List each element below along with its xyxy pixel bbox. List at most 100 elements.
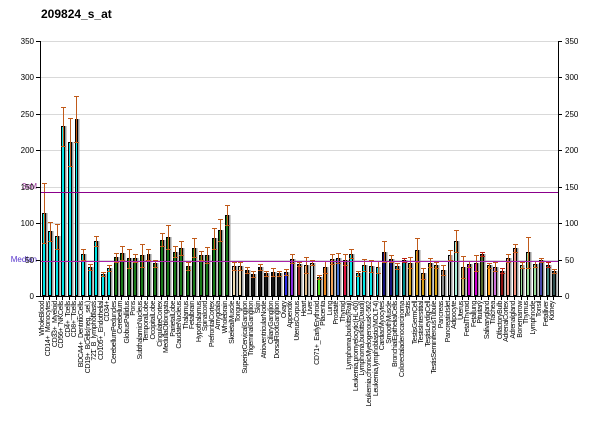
x-axis-tick bbox=[252, 297, 254, 300]
y-axis-tick-right bbox=[558, 223, 562, 225]
gridline-250 bbox=[41, 113, 558, 115]
y-axis-tick-right bbox=[558, 259, 562, 261]
error-cap-bottom-TestisGermCell bbox=[414, 261, 420, 263]
error-bar-Lymphoma,burkitts(Daudi) bbox=[364, 258, 366, 271]
error-cap-top-Tongue bbox=[238, 262, 244, 264]
error-bar-SuperiorCervicalGanglion bbox=[246, 266, 248, 273]
y-axis-label-right: 250 bbox=[565, 109, 579, 119]
error-bar-Pancreas bbox=[442, 264, 444, 275]
error-bar-GlobusPallidus bbox=[128, 248, 130, 268]
x-axis-tick bbox=[114, 297, 116, 300]
error-cap-bottom-OccipitalLobe bbox=[153, 266, 159, 268]
y-axis-tick-left bbox=[36, 41, 40, 42]
x-axis-tick bbox=[127, 297, 129, 300]
error-cap-bottom-Salivarygland bbox=[486, 267, 492, 269]
error-cap-top-Tonsil bbox=[539, 258, 545, 260]
error-bar-Thalamus bbox=[187, 262, 189, 270]
error-bar-PancreaticIslet bbox=[449, 250, 451, 261]
error-cap-bottom-FetalThyroid bbox=[467, 266, 473, 268]
error-cap-bottom-Uterus bbox=[460, 277, 466, 279]
x-axis-tick bbox=[95, 297, 97, 300]
x-axis-tick bbox=[389, 297, 391, 300]
y-axis-tick-right bbox=[558, 113, 562, 115]
bar-Kidney bbox=[552, 271, 557, 296]
error-bar-BronchialEpithelialCells bbox=[397, 263, 399, 270]
error-bar-TrigeminalGanglion bbox=[253, 271, 255, 278]
x-axis-tick bbox=[180, 297, 182, 300]
error-cap-bottom-SubthalamicNucleus bbox=[139, 266, 145, 268]
error-cap-bottom-Leukemia,lymphoblastic(MOLT-4) bbox=[375, 272, 381, 274]
error-cap-bottom-Leukemia,chronicMyelogenousK-562 bbox=[368, 271, 374, 273]
error-cap-bottom-CD105+_Endothelial bbox=[100, 276, 106, 278]
error-cap-top-Leukemia,chronicMyelogenousK-562 bbox=[368, 260, 374, 262]
gridline-300 bbox=[41, 77, 558, 79]
error-bar-AtrioventricularNode bbox=[266, 271, 268, 276]
error-bar-Leukemia,promyelocytic(HL-60) bbox=[357, 271, 359, 276]
y-axis-label-right: 50 bbox=[565, 255, 574, 265]
y-axis-tick-left bbox=[36, 223, 40, 225]
x-axis-tick bbox=[500, 297, 502, 300]
x-axis-tick bbox=[487, 297, 489, 300]
x-axis-tick bbox=[356, 297, 358, 300]
error-bar-Leukemia,lymphoblastic(MOLT-4) bbox=[377, 261, 379, 273]
bar-Adrenalgland bbox=[512, 247, 517, 296]
x-axis-tick bbox=[219, 297, 221, 300]
bar-CD105+_Endothelial bbox=[100, 274, 105, 296]
error-cap-top-Pancreas bbox=[440, 264, 446, 266]
x-axis-tick bbox=[298, 297, 299, 300]
error-cap-bottom-Placenta bbox=[323, 272, 329, 274]
error-cap-top-Spinalcord bbox=[205, 247, 211, 249]
error-bar-Placenta bbox=[325, 261, 327, 273]
error-cap-bottom-DorsalRootGanglion bbox=[277, 275, 283, 277]
bar-Pons bbox=[133, 258, 138, 296]
y-axis-label-left: 350 bbox=[20, 37, 34, 46]
error-cap-bottom-Bonemarrow bbox=[519, 267, 525, 269]
bar-PancreaticIslet bbox=[447, 255, 452, 296]
x-axis-tick bbox=[324, 297, 326, 300]
error-cap-bottom-PrefrontalCortex bbox=[211, 248, 217, 250]
error-cap-bottom-PancreaticIslet bbox=[447, 260, 453, 262]
error-cap-top-CerebellumPeduncles bbox=[113, 253, 119, 254]
x-axis-tick bbox=[42, 297, 44, 300]
y-axis-tick-right bbox=[558, 186, 562, 188]
x-axis-tick bbox=[55, 297, 57, 300]
y-axis-tick-right bbox=[558, 150, 562, 152]
error-cap-bottom-Leukemia,promyelocytic(HL-60) bbox=[355, 275, 361, 277]
error-cap-bottom-ParietalLobe bbox=[172, 256, 178, 258]
bar-SuperiorCervicalGanglion bbox=[244, 269, 249, 296]
y-axis-label-right: 100 bbox=[565, 219, 579, 229]
error-bar-SmoothMuscle bbox=[390, 255, 392, 263]
x-axis-tick bbox=[258, 297, 260, 300]
error-cap-bottom-SkeletalMuscle bbox=[231, 269, 237, 271]
error-cap-bottom-SmoothMuscle bbox=[388, 262, 394, 264]
error-cap-bottom-Pons bbox=[133, 262, 139, 264]
error-bar-Prostate bbox=[338, 253, 340, 264]
error-cap-bottom-Fetalbrain bbox=[192, 257, 198, 259]
x-axis-tick bbox=[369, 297, 371, 300]
error-cap-bottom-Fetalliver bbox=[545, 266, 551, 268]
y-axis-label-right: 300 bbox=[565, 73, 579, 83]
y-axis-label-left: 250 bbox=[20, 109, 34, 119]
error-bar-Liver bbox=[312, 259, 314, 266]
x-axis-tick bbox=[206, 297, 208, 300]
error-cap-top-Testis bbox=[408, 257, 414, 259]
error-cap-bottom-TrigeminalGanglion bbox=[251, 277, 257, 279]
error-cap-bottom-Lymphnode bbox=[532, 266, 538, 268]
error-cap-bottom-Appendix bbox=[290, 263, 296, 265]
error-cap-top-Fetallung bbox=[473, 255, 479, 257]
error-cap-top-Wholebrain bbox=[225, 204, 230, 206]
error-cap-top-CD19+_BCells(neg._sel.) bbox=[87, 263, 93, 265]
y-axis-tick-left bbox=[36, 150, 40, 152]
error-cap-bottom-CD4+_Tcells bbox=[67, 166, 73, 168]
error-bar-OlfactoryBulb bbox=[501, 268, 503, 273]
error-bar-Leukemia,chronicMyelogenousK-562 bbox=[370, 260, 372, 272]
error-cap-top-Leukemia,promyelocytic(HL-60) bbox=[355, 271, 361, 273]
bar-PrefrontalCortex bbox=[211, 238, 216, 296]
x-axis-tick bbox=[455, 297, 457, 300]
x-axis-label-Kidney: Kidney bbox=[549, 301, 557, 321]
x-axis-tick bbox=[173, 297, 175, 300]
error-cap-top-Adipocyte bbox=[454, 229, 460, 231]
error-cap-top-Colorectaladenocarcinoma bbox=[401, 258, 407, 260]
error-cap-bottom-TestisInterstitial bbox=[421, 278, 427, 280]
error-cap-bottom-Wholebrain bbox=[225, 225, 230, 227]
